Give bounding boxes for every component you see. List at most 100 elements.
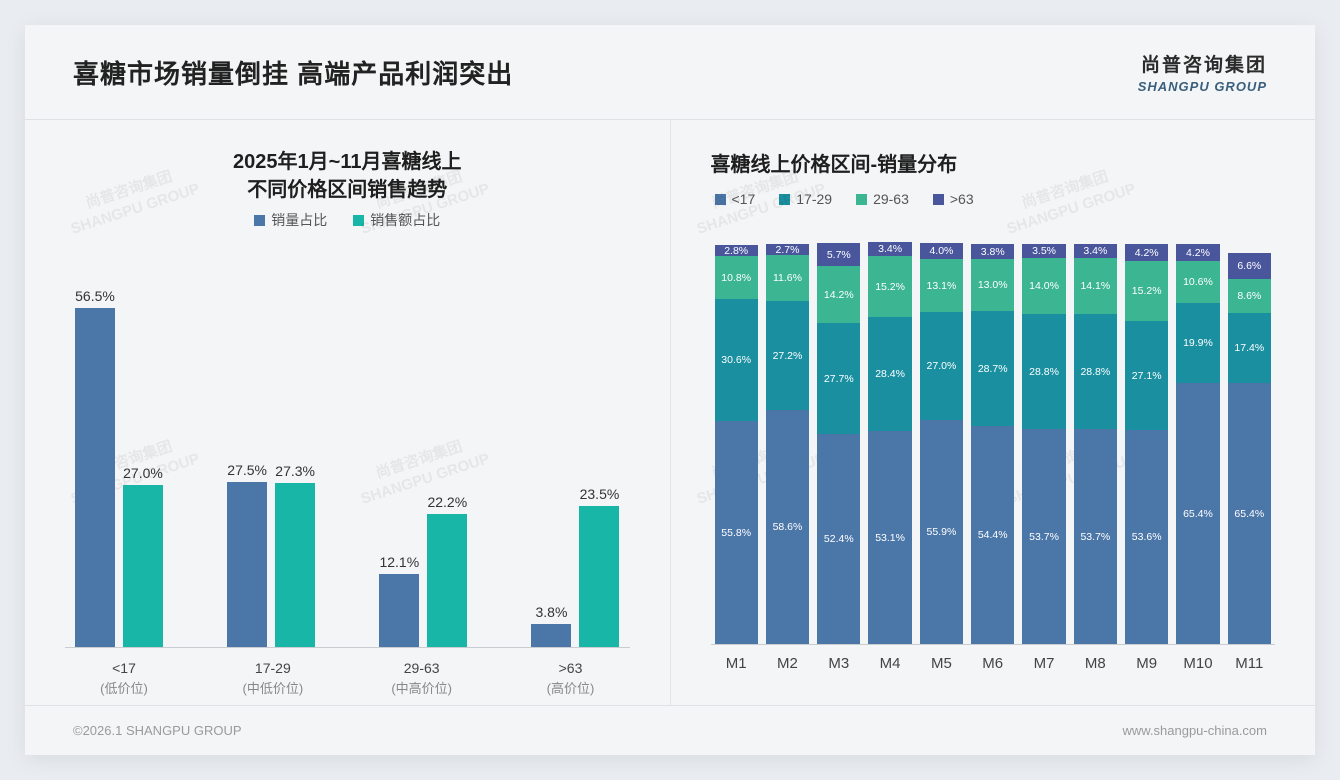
right-chart-xaxis: M1 M2 M3 M4 M5 M6 M7 M8 M9 M10 M11 [711, 655, 1276, 672]
stack-col-M6[interactable]: 54.4% 28.7% 13.0% 3.8% [971, 225, 1014, 644]
bar-sales-lt17[interactable]: 56.5% [75, 248, 115, 647]
xaxis-right-M5[interactable]: M5 [920, 655, 963, 672]
xaxis-right-M8[interactable]: M8 [1074, 655, 1117, 672]
seg-M9-gt63: 4.2% [1125, 244, 1168, 261]
seg-M5-gt63: 4.0% [920, 243, 963, 259]
seg-M11-lt17: 65.4% [1228, 383, 1271, 644]
seg-M6-lt17: 54.4% [971, 426, 1014, 644]
stack-col-M9[interactable]: 53.6% 27.1% 15.2% 4.2% [1125, 225, 1168, 644]
bar-revenue-2963[interactable]: 22.2% [427, 248, 467, 647]
seg-M4-1729: 28.4% [868, 317, 911, 431]
seg-M7-2963: 14.0% [1022, 258, 1065, 314]
xaxis-right-M7[interactable]: M7 [1022, 655, 1065, 672]
seg-M8-1729: 28.8% [1074, 314, 1117, 429]
left-chart-legend: 销量占比 销售额占比 [65, 210, 630, 230]
left-chart-title: 2025年1月~11月喜糖线上 不同价格区间销售趋势 [65, 148, 630, 204]
xaxis-group-1729[interactable]: 17-29 (中低价位) [224, 658, 322, 699]
seg-M1-lt17: 55.8% [715, 421, 758, 644]
seg-M1-gt63: 2.8% [715, 245, 758, 256]
left-bar-chart[interactable]: 56.5% 27.0% 27.5% [65, 248, 630, 648]
bar-revenue-gt63[interactable]: 23.5% [579, 248, 619, 647]
legend-label-revenue: 销售额占比 [370, 210, 440, 230]
right-chart-title: 喜糖线上价格区间-销量分布 [711, 148, 1276, 177]
charts-area: 尚普咨询集团 SHANGPU GROUP 尚普咨询集团 SHANGPU GROU… [25, 120, 1315, 705]
seg-M4-2963: 15.2% [868, 256, 911, 317]
brand-name-cn: 尚普咨询集团 [1138, 50, 1267, 77]
left-chart-xaxis: <17 (低价位) 17-29 (中低价位) 29-63 (中高价位) >63 … [65, 658, 630, 699]
seg-M3-2963: 14.2% [817, 266, 860, 323]
brand-name-en: SHANGPU GROUP [1138, 79, 1267, 94]
seg-M11-gt63: 6.6% [1228, 253, 1271, 279]
legend-item-revenue-share[interactable]: 销售额占比 [353, 210, 440, 230]
xaxis-group-lt17[interactable]: <17 (低价位) [75, 658, 173, 699]
legend-label-right-1729: 17-29 [796, 191, 832, 207]
xaxis-right-M6[interactable]: M6 [971, 655, 1014, 672]
xaxis-right-M4[interactable]: M4 [868, 655, 911, 672]
xaxis-group-2963[interactable]: 29-63 (中高价位) [373, 658, 471, 699]
right-panel: 尚普咨询集团 SHANGPU GROUP 尚普咨询集团 SHANGPU GROU… [671, 120, 1316, 705]
bar-revenue-1729[interactable]: 27.3% [275, 248, 315, 647]
seg-M6-2963: 13.0% [971, 259, 1014, 311]
legend-swatch-revenue [353, 215, 364, 226]
legend-label-right-gt63: >63 [950, 191, 974, 207]
bar-revenue-lt17[interactable]: 27.0% [123, 248, 163, 647]
seg-M11-1729: 17.4% [1228, 313, 1271, 383]
legend-label-right-lt17: <17 [732, 191, 756, 207]
xaxis-right-M10[interactable]: M10 [1176, 655, 1219, 672]
right-stacked-chart[interactable]: 55.8% 30.6% 10.8% 2.8% 58.6% 27.2% 11.6%… [711, 225, 1276, 645]
stack-col-M10[interactable]: 65.4% 19.9% 10.6% 4.2% [1176, 225, 1219, 644]
seg-M8-gt63: 3.4% [1074, 244, 1117, 258]
stack-col-M4[interactable]: 53.1% 28.4% 15.2% 3.4% [868, 225, 911, 644]
legend-swatch-sales [254, 215, 265, 226]
stack-col-M2[interactable]: 58.6% 27.2% 11.6% 2.7% [766, 225, 809, 644]
right-chart-legend: <17 17-29 29-63 >63 [715, 191, 1276, 207]
legend-item-right-2963[interactable]: 29-63 [856, 191, 909, 207]
seg-M9-2963: 15.2% [1125, 261, 1168, 321]
report-card: 喜糖市场销量倒挂 高端产品利润突出 尚普咨询集团 SHANGPU GROUP 尚… [25, 25, 1315, 755]
stack-col-M11[interactable]: 65.4% 17.4% 8.6% 6.6% [1228, 225, 1271, 644]
seg-M7-lt17: 53.7% [1022, 429, 1065, 644]
stack-col-M1[interactable]: 55.8% 30.6% 10.8% 2.8% [715, 225, 758, 644]
legend-item-sales-share[interactable]: 销量占比 [254, 210, 327, 230]
bar-sales-1729[interactable]: 27.5% [227, 248, 267, 647]
footer-bar: ©2026.1 SHANGPU GROUP www.shangpu-china.… [25, 705, 1315, 755]
xaxis-right-M3[interactable]: M3 [817, 655, 860, 672]
legend-item-right-gt63[interactable]: >63 [933, 191, 974, 207]
xaxis-right-M2[interactable]: M2 [766, 655, 809, 672]
header-bar: 喜糖市场销量倒挂 高端产品利润突出 尚普咨询集团 SHANGPU GROUP [25, 25, 1315, 120]
footer-website[interactable]: www.shangpu-china.com [1122, 723, 1267, 738]
xaxis-right-M9[interactable]: M9 [1125, 655, 1168, 672]
legend-item-right-1729[interactable]: 17-29 [779, 191, 832, 207]
bar-sales-gt63[interactable]: 3.8% [531, 248, 571, 647]
seg-M2-2963: 11.6% [766, 255, 809, 301]
legend-label-right-2963: 29-63 [873, 191, 909, 207]
stack-col-M8[interactable]: 53.7% 28.8% 14.1% 3.4% [1074, 225, 1117, 644]
xaxis-group-gt63[interactable]: >63 (高价位) [521, 658, 619, 699]
seg-M1-1729: 30.6% [715, 299, 758, 421]
seg-M7-1729: 28.8% [1022, 314, 1065, 429]
stack-col-M7[interactable]: 53.7% 28.8% 14.0% 3.5% [1022, 225, 1065, 644]
legend-label-sales: 销量占比 [271, 210, 327, 230]
seg-M1-2963: 10.8% [715, 256, 758, 299]
seg-M6-1729: 28.7% [971, 311, 1014, 426]
seg-M10-1729: 19.9% [1176, 303, 1219, 383]
footer-copyright: ©2026.1 SHANGPU GROUP [73, 723, 242, 738]
seg-M10-2963: 10.6% [1176, 261, 1219, 303]
seg-M3-lt17: 52.4% [817, 434, 860, 644]
bar-group-2963: 12.1% 22.2% [379, 248, 467, 647]
seg-M4-lt17: 53.1% [868, 431, 911, 644]
xaxis-right-M11[interactable]: M11 [1228, 655, 1271, 672]
stack-col-M5[interactable]: 55.9% 27.0% 13.1% 4.0% [920, 225, 963, 644]
left-panel: 尚普咨询集团 SHANGPU GROUP 尚普咨询集团 SHANGPU GROU… [25, 120, 671, 705]
bar-sales-2963[interactable]: 12.1% [379, 248, 419, 647]
screen-background: 喜糖市场销量倒挂 高端产品利润突出 尚普咨询集团 SHANGPU GROUP 尚… [0, 0, 1340, 780]
seg-M2-gt63: 2.7% [766, 244, 809, 255]
xaxis-right-M1[interactable]: M1 [715, 655, 758, 672]
seg-M2-lt17: 58.6% [766, 410, 809, 644]
stack-col-M3[interactable]: 52.4% 27.7% 14.2% 5.7% [817, 225, 860, 644]
legend-item-right-lt17[interactable]: <17 [715, 191, 756, 207]
seg-M2-1729: 27.2% [766, 301, 809, 410]
seg-M4-gt63: 3.4% [868, 242, 911, 256]
legend-swatch-right-lt17 [715, 194, 726, 205]
brand-block: 尚普咨询集团 SHANGPU GROUP [1138, 50, 1267, 94]
